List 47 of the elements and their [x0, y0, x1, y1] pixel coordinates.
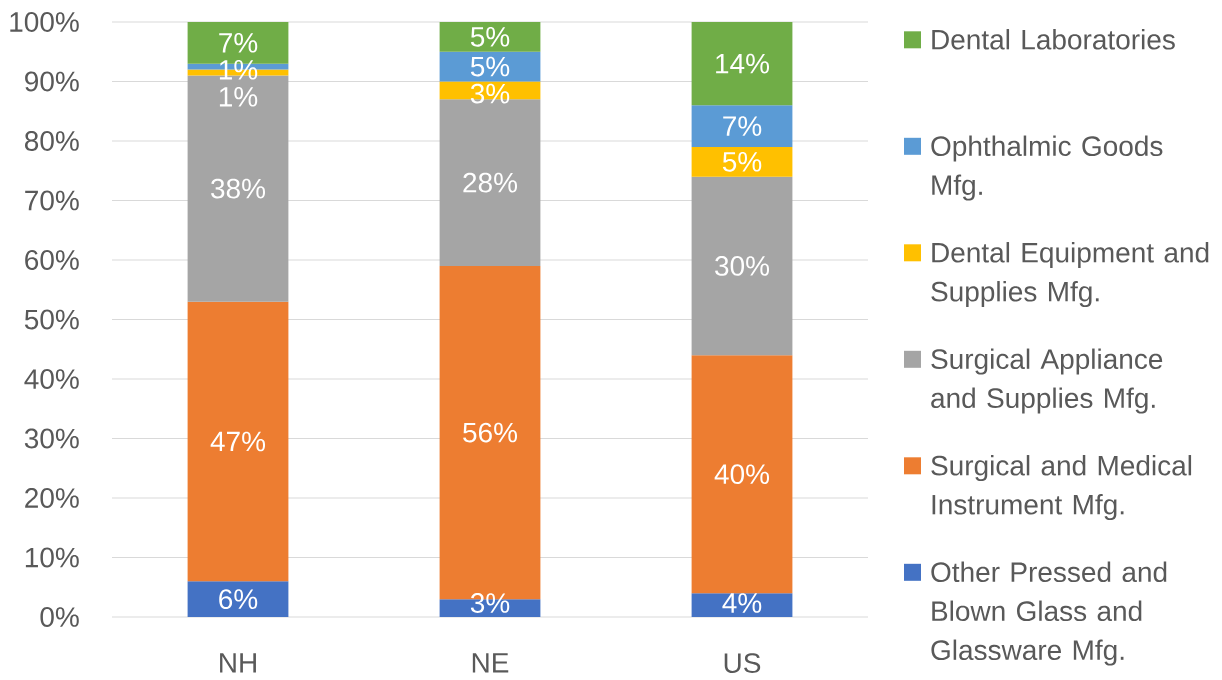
legend-label: Ophthalmic Goods Mfg. — [931, 135, 1163, 201]
bar — [691, 146, 793, 177]
y-tick-label: 20% — [25, 488, 79, 508]
x-tick-label: NH — [220, 653, 256, 673]
bar — [691, 593, 793, 617]
data-label: 7% — [219, 33, 258, 53]
data-label: 47% — [210, 431, 266, 452]
y-tick-label: 60% — [25, 250, 79, 270]
data-label: 5% — [470, 27, 510, 47]
legend-label: Dental Equipment and Supplies Mfg. — [931, 242, 1209, 308]
data-label: 6% — [219, 589, 258, 610]
data-label: 56% — [463, 422, 518, 443]
data-label: 30% — [715, 256, 770, 276]
legend-label: Surgical Appliance and Supplies Mfg. — [931, 348, 1163, 414]
bar — [691, 21, 793, 106]
y-tick-label: 90% — [25, 71, 79, 92]
data-label: 4% — [722, 593, 762, 613]
data-label: 40% — [714, 464, 770, 485]
legend-label: Dental Laboratories — [932, 29, 1175, 50]
data-label: 5% — [722, 151, 762, 172]
data-label: 7% — [723, 116, 762, 136]
bar — [187, 581, 289, 617]
y-tick-label: 0% — [40, 607, 79, 627]
data-label: 5% — [470, 56, 510, 77]
x-tick-label: US — [724, 653, 761, 674]
y-tick-label: 40% — [24, 369, 79, 389]
y-tick-label: 80% — [24, 131, 79, 151]
bar — [691, 105, 793, 147]
y-tick-label: 100% — [10, 12, 79, 32]
data-label: 3% — [470, 83, 510, 104]
data-label: 14% — [716, 53, 770, 74]
bar — [439, 21, 541, 52]
legend-label: Surgical and Medical Instrument Mfg. — [931, 455, 1192, 521]
data-label: 28% — [463, 172, 518, 193]
bar — [187, 301, 289, 582]
data-label: 3% — [470, 593, 510, 613]
y-tick-label: 30% — [24, 428, 79, 449]
data-label: 1% — [219, 87, 258, 107]
y-tick-label: 70% — [25, 190, 79, 211]
data-label: 38% — [211, 178, 266, 199]
y-tick-label: 50% — [24, 309, 79, 330]
bar — [691, 355, 793, 594]
legend-label: Other Pressed and Blown Glass and Glassware Mfg. — [931, 561, 1167, 666]
data-label: 1% — [219, 60, 258, 80]
x-tick-label: NE — [472, 653, 509, 673]
bar — [691, 176, 793, 356]
y-tick-label: 10% — [25, 547, 79, 568]
